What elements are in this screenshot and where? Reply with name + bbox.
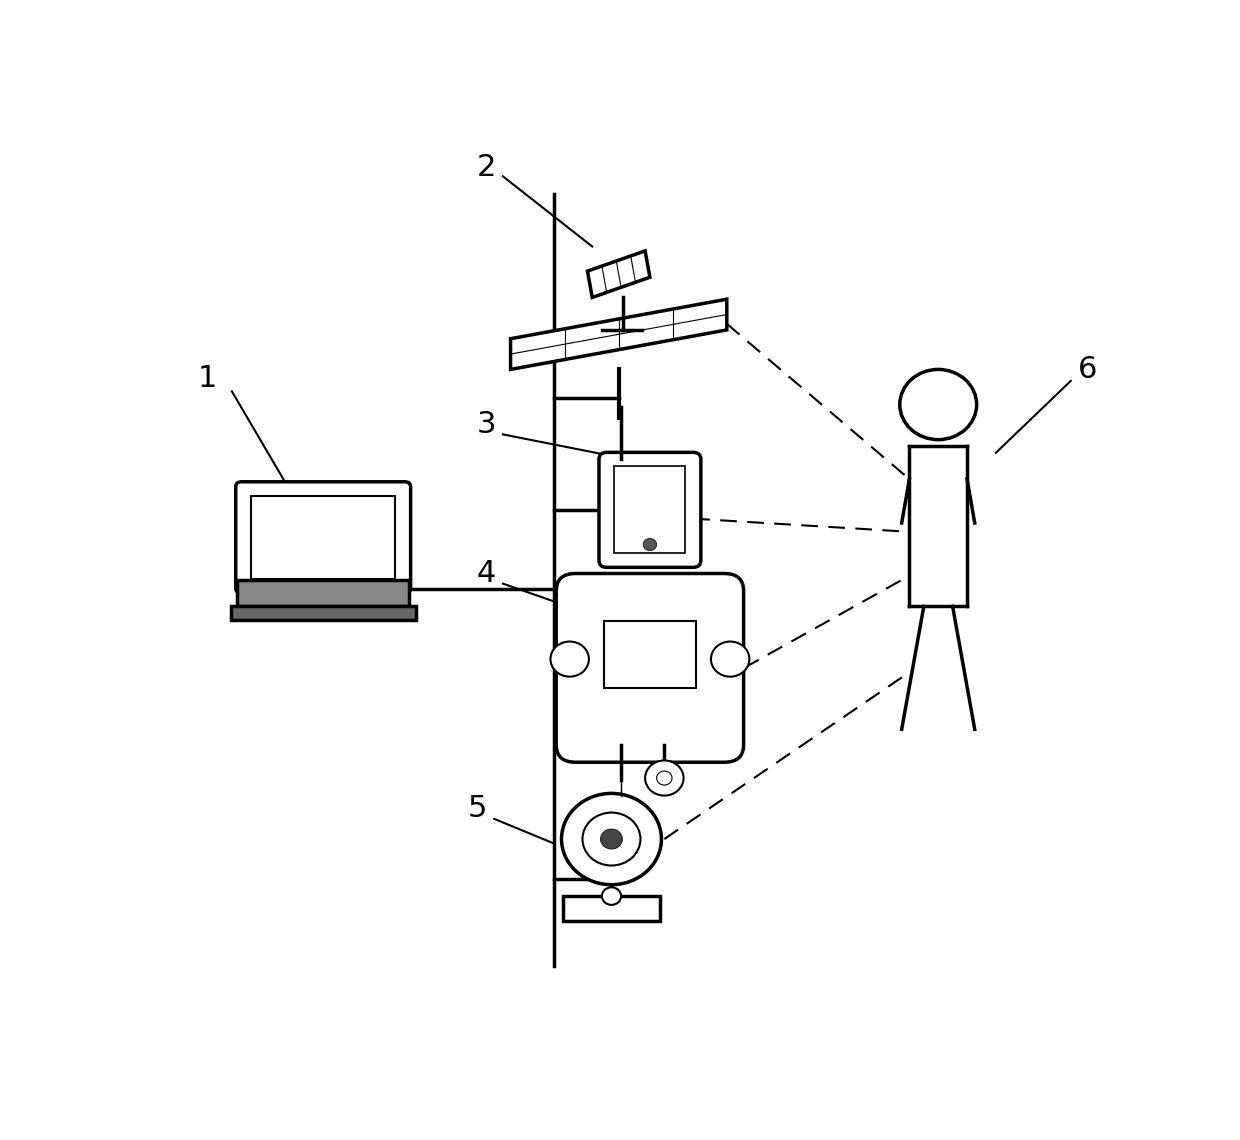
Circle shape <box>711 642 749 677</box>
Circle shape <box>600 829 622 849</box>
Circle shape <box>601 887 621 905</box>
FancyBboxPatch shape <box>599 453 701 568</box>
Bar <box>231 605 415 620</box>
Text: 4: 4 <box>477 560 496 588</box>
Polygon shape <box>511 299 727 369</box>
Text: 5: 5 <box>467 793 486 823</box>
Circle shape <box>583 813 640 865</box>
Circle shape <box>551 642 589 677</box>
Text: 2: 2 <box>477 153 496 182</box>
Circle shape <box>657 771 672 785</box>
FancyBboxPatch shape <box>614 466 686 553</box>
Circle shape <box>562 793 661 885</box>
Circle shape <box>900 369 977 440</box>
Bar <box>250 496 396 579</box>
Text: 1: 1 <box>198 364 217 392</box>
Text: 6: 6 <box>1078 355 1097 384</box>
Bar <box>563 896 660 921</box>
Circle shape <box>645 760 683 796</box>
Polygon shape <box>588 251 650 298</box>
FancyBboxPatch shape <box>557 573 744 763</box>
Circle shape <box>644 538 657 551</box>
Bar <box>604 621 696 689</box>
FancyBboxPatch shape <box>236 482 410 593</box>
FancyBboxPatch shape <box>237 580 409 605</box>
Text: 3: 3 <box>477 410 496 439</box>
